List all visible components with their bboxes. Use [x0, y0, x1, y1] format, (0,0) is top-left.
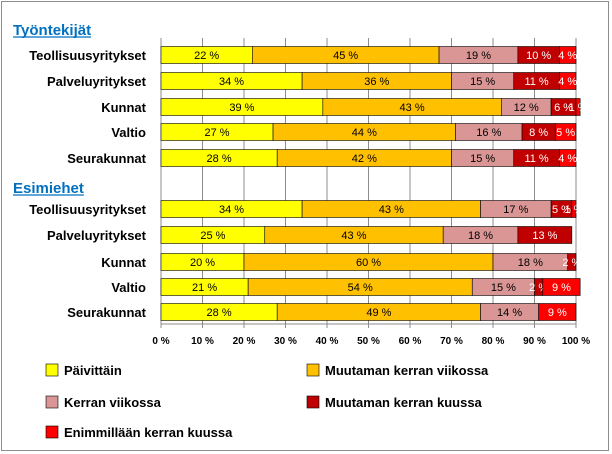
bar-segment	[542, 278, 581, 296]
category-label: Valtio	[111, 125, 146, 140]
data-label: 14 %	[497, 307, 522, 319]
x-tick-label: 50 %	[357, 336, 380, 347]
data-label: 16 %	[476, 127, 501, 139]
data-label: 43 %	[379, 204, 404, 216]
data-label: 1 %	[564, 204, 583, 216]
category-label: Palveluyritykset	[47, 228, 147, 243]
category-label: Kunnat	[101, 255, 146, 270]
category-label: Valtio	[111, 280, 146, 295]
x-tick-label: 80 %	[482, 336, 505, 347]
data-label: 10 %	[526, 50, 551, 62]
data-label: 25 %	[200, 230, 225, 242]
data-label: 28 %	[207, 153, 232, 165]
x-tick-label: 30 %	[274, 336, 297, 347]
x-tick-label: 100 %	[562, 336, 590, 347]
x-tick-label: 60 %	[399, 336, 422, 347]
data-label: 15 %	[470, 153, 495, 165]
data-label: 34 %	[219, 204, 244, 216]
data-label: 21 %	[192, 282, 217, 294]
data-label: 18 %	[468, 230, 493, 242]
data-label: 4 %	[558, 153, 577, 165]
data-label: 42 %	[352, 153, 377, 165]
bar-segment	[554, 123, 577, 141]
legend-label: Muutaman kerran viikossa	[325, 363, 489, 378]
data-label: 20 %	[190, 257, 215, 269]
category-label: Palveluyritykset	[47, 74, 147, 89]
x-tick-label: 90 %	[523, 336, 546, 347]
legend-label: Päivittäin	[64, 363, 122, 378]
data-label: 4 %	[558, 76, 577, 88]
bar-segment	[571, 200, 577, 218]
category-label: Teollisuusyritykset	[29, 202, 146, 217]
data-label: 6 %	[554, 102, 573, 114]
category-label: Teollisuusyritykset	[29, 48, 146, 63]
category-label: Seurakunnat	[67, 305, 146, 320]
data-label: 43 %	[341, 230, 366, 242]
data-label: 28 %	[207, 307, 232, 319]
data-label: 27 %	[204, 127, 229, 139]
legend-label: Muutaman kerran kuussa	[325, 395, 483, 410]
x-tick-label: 20 %	[233, 336, 256, 347]
legend-swatch	[45, 395, 59, 409]
data-label: 13 %	[532, 230, 557, 242]
data-label: 15 %	[491, 282, 516, 294]
data-label: 17 %	[503, 204, 528, 216]
data-label: 49 %	[366, 307, 391, 319]
legend-swatch	[306, 395, 320, 409]
data-label: 2 %	[562, 257, 581, 269]
data-label: 45 %	[333, 50, 358, 62]
data-label: 39 %	[229, 102, 254, 114]
data-label: 4 %	[558, 50, 577, 62]
data-label: 5 %	[552, 204, 571, 216]
data-label: 1 %	[569, 102, 588, 114]
bar-segment	[538, 303, 577, 321]
legend-swatch	[45, 363, 59, 377]
data-label: 15 %	[470, 76, 495, 88]
category-label: Seurakunnat	[67, 151, 146, 166]
bar-segment	[559, 72, 577, 90]
data-label: 60 %	[356, 257, 381, 269]
x-tick-label: 0 %	[152, 336, 169, 347]
data-label: 5 %	[556, 127, 575, 139]
legend-swatch	[45, 425, 59, 439]
data-label: 18 %	[518, 257, 543, 269]
data-label: 8 %	[529, 127, 548, 139]
group-title: Esimiehet	[13, 180, 84, 197]
bar-segment	[559, 46, 577, 64]
x-tick-label: 40 %	[316, 336, 339, 347]
x-tick-label: 10 %	[191, 336, 214, 347]
legend-label: Kerran viikossa	[64, 395, 162, 410]
bar-segment	[575, 98, 581, 116]
data-label: 12 %	[514, 102, 539, 114]
data-label: 44 %	[352, 127, 377, 139]
bar-segment	[559, 149, 577, 167]
x-tick-label: 70 %	[440, 336, 463, 347]
data-label: 9 %	[552, 282, 571, 294]
bar-segment	[517, 226, 573, 244]
data-label: 19 %	[466, 50, 491, 62]
group-title: Työntekijät	[13, 22, 91, 39]
bar-segment	[567, 253, 577, 271]
data-label: 54 %	[348, 282, 373, 294]
data-label: 11 %	[524, 153, 548, 165]
data-label: 36 %	[364, 76, 389, 88]
data-label: 22 %	[194, 50, 219, 62]
data-label: 11 %	[524, 76, 548, 88]
data-label: 9 %	[548, 307, 567, 319]
category-label: Kunnat	[101, 100, 146, 115]
data-label: 34 %	[219, 76, 244, 88]
legend-swatch	[306, 363, 320, 377]
legend-label: Enimmillään kerran kuussa	[64, 425, 233, 440]
data-label: 43 %	[400, 102, 425, 114]
